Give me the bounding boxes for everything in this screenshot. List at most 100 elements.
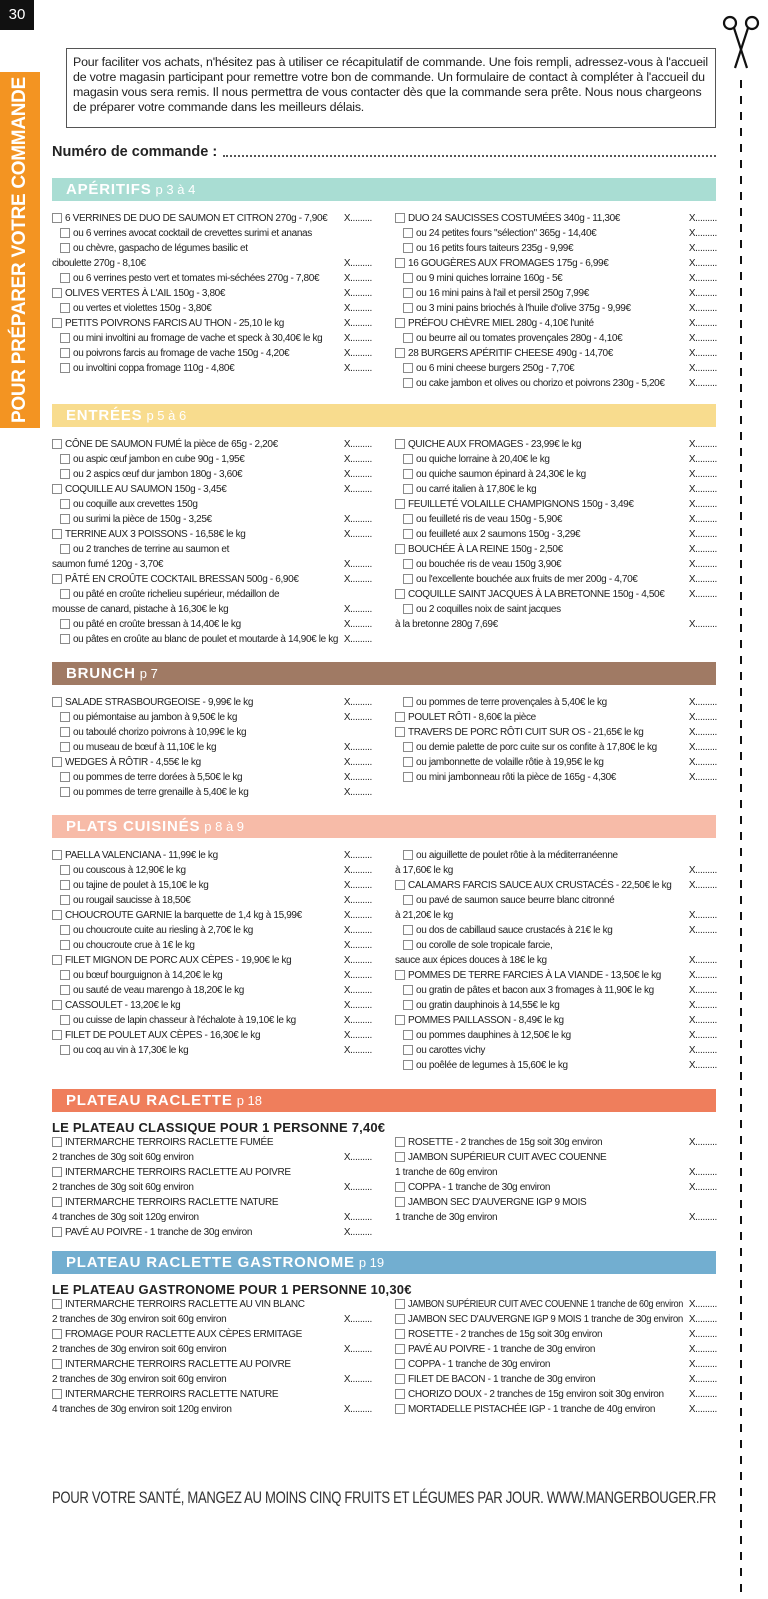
line-text: ou pommes dauphines à 12,50€ le kg	[416, 1030, 571, 1041]
quantity-mark: X.........	[343, 1000, 373, 1011]
quantity-mark: X.........	[688, 925, 718, 936]
line-text: ROSETTE - 2 tranches de 15g soit 30g env…	[408, 1137, 603, 1148]
line-text: ou aiguillette de poulet rôtie à la médi…	[416, 850, 618, 861]
checkbox	[60, 865, 70, 875]
checkbox	[52, 1197, 62, 1207]
line-text: COQUILLE AU SAUMON 150g - 3,45€	[65, 484, 227, 495]
line-text: 16 GOUGÈRES AUX FROMAGES 175g - 6,99€	[408, 258, 609, 269]
quantity-mark: X.........	[688, 1182, 718, 1193]
checkbox	[403, 1060, 413, 1070]
line-text: ou piémontaise au jambon à 9,50€ le kg	[73, 712, 238, 723]
checkbox	[403, 757, 413, 767]
line-text: ou 9 mini quiches lorraine 160g - 5€	[416, 273, 563, 284]
line-text: ciboulette 270g - 8,10€	[52, 258, 146, 269]
line: ou 16 petits fours taiteurs 235g - 9,99€…	[395, 241, 717, 256]
quantity-mark: X.........	[688, 318, 718, 329]
line-text: ou taboulé chorizo poivrons à 10,99€ le …	[73, 727, 247, 738]
column: JAMBON SUPÉRIEUR CUIT AVEC COUENNE 1 tra…	[395, 1297, 717, 1417]
checkbox	[403, 925, 413, 935]
quantity-mark: X.........	[343, 742, 373, 753]
checkbox	[403, 529, 413, 539]
checkbox	[60, 589, 70, 599]
line: ou poivrons farcis au fromage de vache 1…	[52, 346, 372, 361]
checkbox	[403, 273, 413, 283]
line: ou bouchée ris de veau 150g 3,90€ X......…	[395, 557, 717, 572]
quantity-mark: X.........	[343, 303, 373, 314]
line: WEDGES À RÔTIR - 4,55€ le kg X.........	[52, 755, 372, 770]
line-text: JAMBON SEC D'AUVERGNE IGP 9 MOIS 1 tranc…	[408, 1314, 683, 1325]
line: ou carré italien à 17,80€ le kg X........…	[395, 482, 717, 497]
quantity-mark: X.........	[688, 1167, 718, 1178]
line-text: ou mini jambonneau rôti la pièce de 165g…	[416, 772, 617, 783]
quantity-mark: X.........	[688, 1015, 718, 1026]
checkbox	[60, 363, 70, 373]
checkbox	[395, 1299, 405, 1309]
line-text: ou corolle de sole tropicale farcie,	[416, 940, 553, 951]
checkbox	[395, 1197, 405, 1207]
line-text: WEDGES À RÔTIR - 4,55€ le kg	[65, 757, 201, 768]
line-text: saumon fumé 120g - 3,70€	[52, 559, 164, 570]
checkbox	[403, 559, 413, 569]
section-title: PLATEAU RACLETTE GASTRONOME	[66, 1254, 355, 1271]
line: ou couscous à 12,90€ le kg X.........	[52, 863, 372, 878]
line-text: ROSETTE - 2 tranches de 15g soit 30g env…	[408, 1329, 603, 1340]
line-text: QUICHE AUX FROMAGES - 23,99€ le kg	[408, 439, 582, 450]
quantity-mark: X.........	[688, 619, 718, 630]
quantity-mark: X.........	[343, 1045, 373, 1056]
checkbox	[403, 742, 413, 752]
quantity-mark: X.........	[688, 1359, 718, 1370]
checkbox	[395, 1374, 405, 1384]
quantity-mark: X.........	[688, 529, 718, 540]
quantity-mark: X.........	[343, 1314, 373, 1325]
quantity-mark: X.........	[343, 787, 373, 798]
line: ou vertes et violettes 150g - 3,80€ X....…	[52, 301, 372, 316]
section-title: PLATS CUISINÉS	[66, 818, 201, 835]
line: ou cuisse de lapin chasseur à l'échalote…	[52, 1013, 372, 1028]
line: INTERMARCHE TERROIRS RACLETTE AU POIVRE	[52, 1357, 372, 1372]
line-text: FEUILLETÉ VOLAILLE CHAMPIGNONS 150g - 3,…	[408, 499, 634, 510]
quantity-mark: X.........	[688, 213, 718, 224]
line: sauce aux épices douces à 18€ le kg X....…	[395, 953, 717, 968]
column: INTERMARCHE TERROIRS RACLETTE AU VIN BLA…	[52, 1297, 372, 1417]
checkbox	[403, 288, 413, 298]
quantity-mark: X.........	[688, 880, 718, 891]
line-text: mousse de canard, pistache à 16,30€ le k…	[52, 604, 229, 615]
line: ou poêlée de legumes à 15,60€ le kg X....…	[395, 1058, 717, 1073]
line-text: ou choucroute crue à 1€ le kg	[73, 940, 195, 951]
line-text: ou demie palette de porc cuite sur os co…	[416, 742, 657, 753]
line-text: ou vertes et violettes 150g - 3,80€	[73, 303, 212, 314]
checkbox	[52, 1329, 62, 1339]
checkbox	[395, 499, 405, 509]
line-text: ou 2 aspics œuf dur jambon 180g - 3,60€	[73, 469, 243, 480]
checkbox	[60, 925, 70, 935]
quantity-mark: X.........	[688, 514, 718, 525]
checkbox	[403, 697, 413, 707]
quantity-mark: X.........	[343, 880, 373, 891]
line-text: ou 3 mini pains briochés à l'huile d'oli…	[416, 303, 631, 314]
line: 6 VERRINES DE DUO DE SAUMON ET CITRON 27…	[52, 211, 372, 226]
checkbox	[60, 727, 70, 737]
quantity-mark: X.........	[688, 1344, 718, 1355]
section-header: BRUNCH p 7	[52, 662, 716, 685]
line: ou feuilleté aux 2 saumons 150g - 3,29€ X…	[395, 527, 717, 542]
line: ou mini involtini au fromage de vache et…	[52, 331, 372, 346]
section-header: PLATS CUISINÉS p 8 à 9	[52, 815, 716, 838]
line: ou quiche saumon épinard à 24,30€ le kg X…	[395, 467, 717, 482]
section-pages: p 18	[236, 1093, 262, 1108]
line-text: ou sauté de veau marengo à 18,20€ le kg	[73, 985, 244, 996]
line: ou demie palette de porc cuite sur os co…	[395, 740, 717, 755]
checkbox	[395, 727, 405, 737]
checkbox	[395, 589, 405, 599]
line: à 21,20€ le kg X.........	[395, 908, 717, 923]
checkbox	[60, 634, 70, 644]
quantity-mark: X.........	[343, 895, 373, 906]
line: ou 3 mini pains briochés à l'huile d'oli…	[395, 301, 717, 316]
line: ou 2 coquilles noix de saint jacques	[395, 602, 717, 617]
quantity-mark: X.........	[343, 1344, 373, 1355]
quantity-mark: X.........	[343, 213, 373, 224]
checkbox	[395, 213, 405, 223]
checkbox	[395, 258, 405, 268]
line: 2 tranches de 30g environ soit 60g envir…	[52, 1372, 372, 1387]
line: ou chèvre, gaspacho de légumes basilic e…	[52, 241, 372, 256]
line: CHORIZO DOUX - 2 tranches de 15g environ…	[395, 1387, 717, 1402]
